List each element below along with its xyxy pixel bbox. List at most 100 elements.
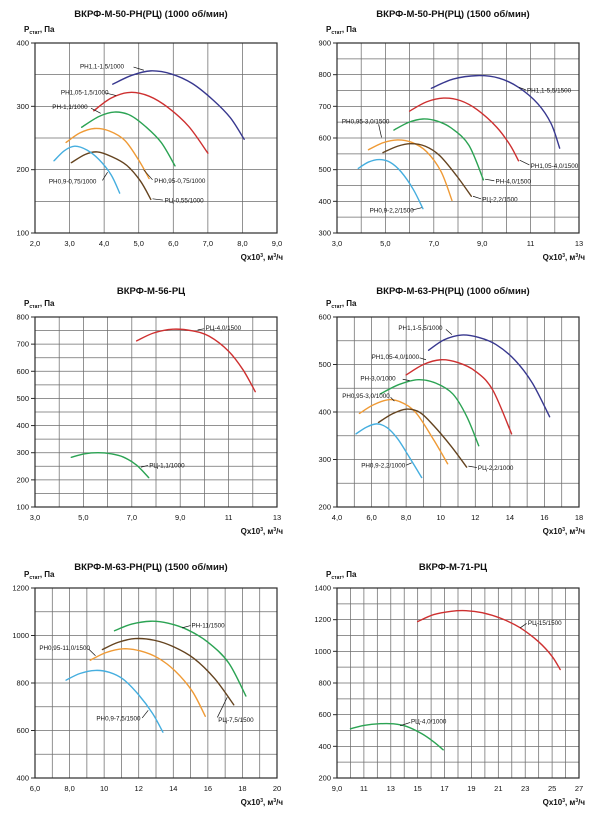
- y-tick-label: 1000: [314, 647, 331, 656]
- y-axis-title: Рстат, Па: [24, 570, 55, 581]
- x-tick-label: 8,0: [237, 239, 247, 248]
- x-tick-label: 8,0: [401, 513, 411, 522]
- x-tick-label: 10: [100, 784, 108, 793]
- performance-curve: [382, 142, 473, 197]
- x-tick-label: 10: [437, 513, 445, 522]
- x-tick-label: 18: [575, 513, 583, 522]
- x-tick-label: 4,0: [332, 513, 342, 522]
- x-tick-label: 12: [135, 784, 143, 793]
- x-tick-label: 16: [540, 513, 548, 522]
- curve-label: РН0,9-0,75/1000: [49, 179, 97, 186]
- curve-label-leader-line: [143, 169, 153, 181]
- curve-label-leader-line: [378, 124, 382, 138]
- x-tick-label: 7,0: [429, 239, 439, 248]
- y-tick-label: 200: [318, 503, 331, 512]
- performance-curve: [65, 127, 150, 180]
- x-tick-label: 6,0: [366, 513, 376, 522]
- plot-border: [336, 587, 580, 779]
- curve-label-leader-line: [197, 328, 205, 331]
- performance-curve: [367, 139, 453, 202]
- performance-curve: [430, 74, 561, 149]
- x-tick-label: 11: [527, 239, 535, 248]
- x-tick-label: 9,0: [175, 513, 185, 522]
- x-tick-label: 9,0: [477, 239, 487, 248]
- y-tick-label: 400: [16, 421, 29, 430]
- grid-lines: [336, 316, 580, 508]
- chart-title: ВКРФ-М-50-РН(РЦ) (1000 об/мин): [74, 9, 227, 20]
- curve-label-leader-line: [445, 329, 453, 335]
- curve-label: РН-1,1/1000: [52, 104, 88, 111]
- curve-label: РН-3,0/1000: [360, 375, 396, 382]
- chart-svg: ВКРФ-М-50-РН(РЦ) (1500 об/мин) 300 400 500 6…: [318, 9, 586, 262]
- x-axis-title: Qх103, м3/ч: [241, 798, 284, 807]
- y-tick-label: 300: [16, 448, 29, 457]
- plot-border: [34, 42, 278, 234]
- x-tick-label: 27: [575, 784, 583, 793]
- x-tick-label: 8,0: [64, 784, 74, 793]
- grid-lines: [34, 42, 278, 234]
- x-tick-label: 13: [273, 513, 281, 522]
- curve-label: РЦ-1,1/1000: [149, 463, 185, 470]
- curve-label: РН1,1-1,5/1000: [80, 63, 125, 70]
- x-tick-label: 7,0: [127, 513, 137, 522]
- grid-lines: [34, 316, 278, 508]
- y-tick-label: 400: [16, 774, 29, 783]
- performance-curve: [379, 378, 480, 447]
- curve-label: РН0,95-0,75/1000: [154, 178, 206, 185]
- plot-border: [336, 42, 580, 234]
- y-tick-label: 500: [16, 394, 29, 403]
- plot-border: [34, 316, 278, 508]
- x-tick-label: 19: [467, 784, 475, 793]
- x-tick-label: 3,0: [332, 239, 342, 248]
- curve-label-leader-line: [519, 159, 530, 166]
- x-axis-title: Qх103, м3/ч: [543, 253, 586, 262]
- chart-title: ВКРФ-М-50-РН(РЦ) (1500 об/мин): [376, 9, 529, 20]
- x-tick-label: 9,0: [332, 784, 342, 793]
- y-axis-title: Рстат, Па: [24, 25, 55, 36]
- curve-label-leader-line: [390, 397, 395, 402]
- y-tick-label: 500: [318, 165, 331, 174]
- performance-curve: [357, 158, 424, 210]
- curve-label-leader-line: [105, 92, 117, 96]
- curve-label-leader-line: [472, 195, 482, 200]
- curve-label: РН1,1-5,5/1500: [527, 88, 572, 95]
- curve-label: РЦ-2,2/1000: [478, 465, 514, 472]
- performance-curve: [377, 408, 468, 468]
- performance-curve: [393, 118, 485, 181]
- curve-label-leader-line: [406, 462, 412, 466]
- x-tick-label: 5,0: [380, 239, 390, 248]
- x-tick-label: 18: [238, 784, 246, 793]
- y-tick-label: 300: [318, 455, 331, 464]
- y-tick-label: 600: [16, 367, 29, 376]
- performance-curve: [112, 70, 245, 140]
- curve-label: РН1,05-1,5/1000: [61, 89, 109, 96]
- y-tick-label: 700: [318, 102, 331, 111]
- chart-title: ВКРФ-М-63-РН(РЦ) (1000 об/мин): [376, 286, 529, 297]
- curve-label: РН1,1-5,5/1000: [398, 325, 443, 332]
- curve-label: РН-4,0/1500: [496, 178, 532, 185]
- curve-label: РН0,95-3,0/1500: [342, 119, 390, 126]
- grid-lines: [336, 42, 580, 234]
- curve-label-leader-line: [181, 625, 191, 629]
- x-axis-title: Qх103, м3/ч: [241, 253, 284, 262]
- curve-label-leader-line: [518, 87, 526, 91]
- chart-svg: ВКРФ-М-56-РЦ 100 200 300 400 500 600 700 800 3,0 5…: [16, 286, 283, 536]
- x-tick-label: 6,0: [30, 784, 40, 793]
- chart-svg: ВКРФ-М-63-РН(РЦ) (1500 об/мин) 400 600 800 1…: [12, 562, 284, 807]
- performance-curve: [408, 97, 520, 162]
- curve-label-leader-line: [217, 697, 228, 718]
- y-tick-label: 1000: [12, 631, 29, 640]
- curve-label-leader-line: [102, 172, 108, 181]
- curve-label-leader-line: [152, 198, 163, 201]
- chart-cell: ВКРФ-М-56-РЦ 100 200 300 400 500 600 700 800 3,0 5…: [0, 277, 302, 553]
- chart-cell: ВКРФ-М-50-РН(РЦ) (1500 об/мин) 300 400 500 6…: [302, 0, 604, 277]
- y-tick-label: 100: [16, 229, 29, 238]
- curve-label: РН0,95-3,0/1000: [342, 393, 390, 400]
- curve-label-leader-line: [485, 178, 495, 182]
- y-axis-title: Рстат, Па: [326, 25, 357, 36]
- x-tick-label: 13: [387, 784, 395, 793]
- grid-lines: [336, 587, 580, 779]
- y-tick-label: 1200: [314, 615, 331, 624]
- x-axis-title: Qх103, м3/ч: [543, 527, 586, 536]
- curve-label-leader-line: [519, 623, 527, 629]
